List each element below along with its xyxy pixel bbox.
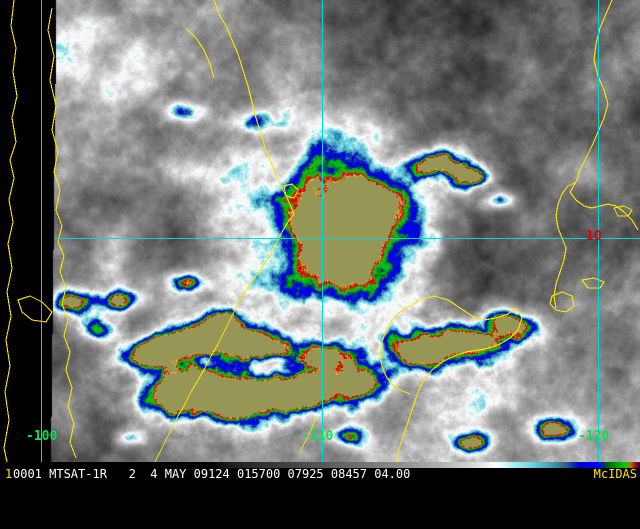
coastline-segment-17	[186, 28, 214, 78]
coastline-segment-6	[155, 178, 294, 462]
coastline-segment-16	[550, 292, 574, 312]
coastline-segment-4	[18, 296, 52, 322]
coastline-segment-18	[300, 416, 316, 452]
coastline-segment-13	[576, 0, 612, 182]
coastline-segment-8	[420, 296, 516, 320]
coastline-segment-12	[582, 278, 604, 288]
mcidas-brand-label: McIDAS	[594, 468, 637, 480]
coastline-segment-15	[554, 182, 576, 308]
coastline-segment-9	[396, 308, 522, 462]
coastline-segment-7	[284, 184, 298, 198]
coastline-segment-0	[10, 0, 17, 160]
coastline-segment-5	[214, 0, 277, 178]
status-bar-text: 1 0001 MTSAT-1R 2 4 MAY 09124 015700 079…	[0, 468, 640, 480]
coastline-segment-14	[570, 182, 638, 230]
frame-sequence-indicator: 1	[5, 468, 12, 480]
coastline-overlay	[4, 0, 638, 462]
coastline-segment-1	[4, 160, 14, 462]
coastline-segment-3	[58, 242, 76, 458]
latlon-gridline-overlay	[42, 0, 640, 462]
coastline-segment-2	[48, 8, 62, 242]
map-overlay	[0, 0, 640, 462]
coastline-segment-10	[380, 300, 420, 394]
image-metadata-fields: 0001 MTSAT-1R 2 4 MAY 09124 015700 07925…	[13, 468, 410, 480]
